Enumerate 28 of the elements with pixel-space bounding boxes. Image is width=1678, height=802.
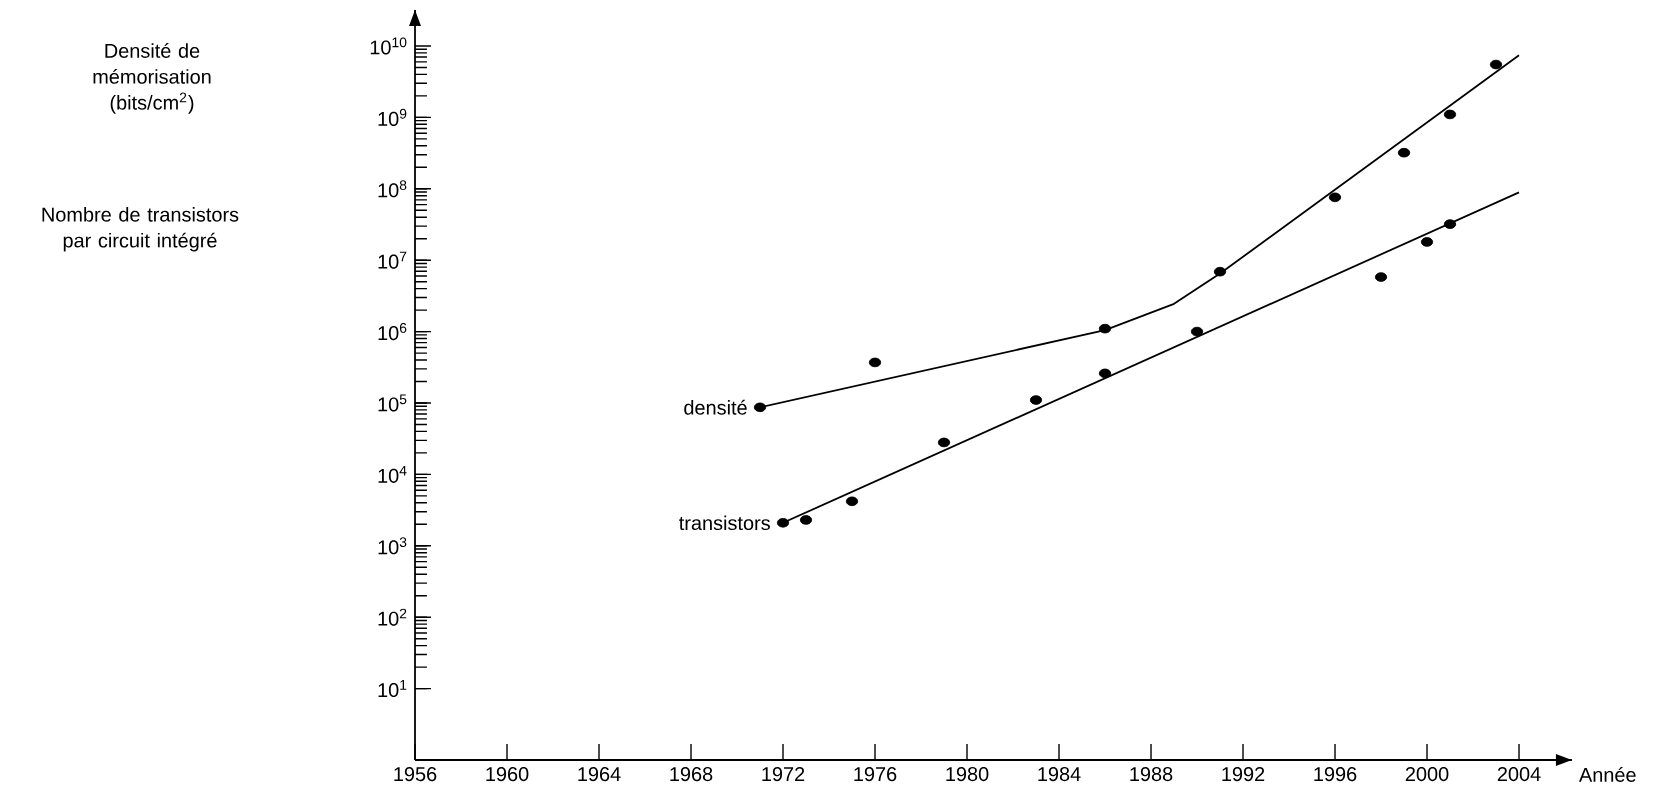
x-tick-label: 1972 (762, 767, 805, 782)
x-tick-label: 1996 (1314, 767, 1357, 782)
text: Densité de mémorisation (bits/cm$^{2}$) (93, 43, 211, 114)
x-tick-label: 1976 (854, 767, 897, 782)
series-label: densité (684, 399, 747, 415)
y-tick-label: 10$^{4}$ (378, 465, 407, 483)
y-tick-label: 10$^{10}$ (370, 37, 407, 55)
series-label: transistors (679, 515, 770, 531)
y-tick-label: 10$^{9}$ (378, 108, 407, 126)
x-tick-label: 1964 (578, 767, 621, 782)
y-tick-label: 10$^{1}$ (378, 680, 407, 698)
x-tick-label: 1984 (1038, 767, 1081, 782)
text: Nombre de transistors par circuit intégré (42, 207, 239, 252)
x-axis-title: Année (1578, 767, 1636, 782)
y-tick-label: 10$^{5}$ (378, 394, 407, 412)
y-tick-label: 10$^{2}$ (378, 608, 407, 626)
y-tick-label: 10$^{8}$ (378, 180, 407, 198)
x-tick-label: 1956 (394, 767, 437, 782)
x-tick-label: 1960 (486, 767, 529, 782)
x-tick-label: 1988 (1130, 767, 1173, 782)
x-tick-label: 2000 (1405, 767, 1449, 782)
x-tick-label: 2004 (1497, 767, 1541, 782)
y-tick-label: 10$^{7}$ (378, 251, 407, 269)
x-tick-label: 1980 (946, 767, 989, 782)
x-tick-label: 1992 (1222, 767, 1265, 782)
y-tick-label: 10$^{6}$ (378, 323, 407, 341)
y-tick-label: 10$^{3}$ (378, 537, 407, 555)
x-tick-label: 1968 (670, 767, 713, 782)
